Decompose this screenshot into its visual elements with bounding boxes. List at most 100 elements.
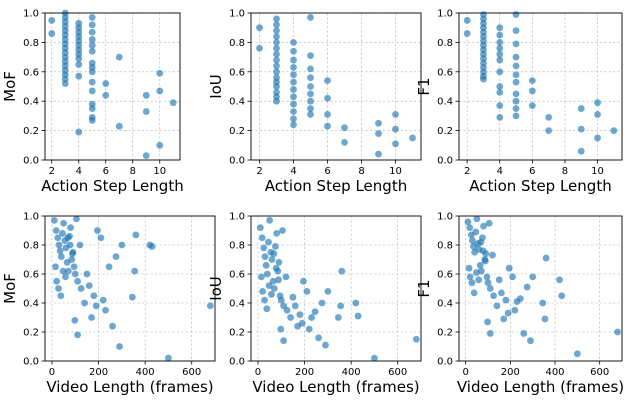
y-tick-label: 0.4 xyxy=(437,97,453,108)
plot-frame xyxy=(44,215,216,362)
y-tick-label: 0.8 xyxy=(229,241,245,252)
data-point xyxy=(282,273,290,281)
data-point xyxy=(409,134,416,142)
data-point xyxy=(128,293,136,301)
data-point xyxy=(472,228,480,236)
data-point xyxy=(545,127,553,134)
data-point xyxy=(83,270,91,278)
data-point xyxy=(74,277,81,285)
data-point xyxy=(594,134,601,142)
data-point xyxy=(577,147,585,155)
y-tick-label: 0.8 xyxy=(437,38,453,49)
chart-panel-iou-vs-video-length: 0 200 400 600 0.0 0.2 0.4 0.6 0.8 1.0 Video Length… xyxy=(207,212,422,396)
data-point xyxy=(614,328,621,336)
data-point xyxy=(480,75,487,83)
data-point xyxy=(48,30,56,37)
y-tick-label: 1.0 xyxy=(23,9,39,20)
data-point xyxy=(577,125,585,133)
data-point xyxy=(307,111,314,118)
data-point xyxy=(542,254,550,262)
data-point xyxy=(280,337,287,345)
data-point xyxy=(273,62,280,70)
data-point xyxy=(483,273,491,281)
data-point xyxy=(505,264,513,272)
y-tick-label: 0.2 xyxy=(23,126,39,137)
x-axis-label: Video Length (frames) xyxy=(46,378,213,396)
data-point xyxy=(512,53,520,61)
data-point xyxy=(272,243,279,250)
data-point xyxy=(463,16,471,24)
data-point xyxy=(88,28,96,36)
data-point xyxy=(354,312,362,320)
data-point xyxy=(324,94,331,102)
data-point xyxy=(484,318,491,326)
x-tick-label: 8 xyxy=(358,166,364,177)
data-point xyxy=(469,237,476,245)
data-point xyxy=(496,68,504,76)
data-point xyxy=(112,253,120,260)
data-point xyxy=(290,63,297,71)
data-point xyxy=(88,47,96,55)
data-point xyxy=(71,317,79,324)
data-point xyxy=(375,119,382,127)
data-point xyxy=(290,93,297,101)
data-point xyxy=(92,302,100,310)
data-point xyxy=(303,288,311,295)
data-point xyxy=(512,11,520,18)
data-point xyxy=(75,55,83,62)
data-point xyxy=(270,285,278,292)
data-point xyxy=(468,279,476,287)
data-point xyxy=(512,112,520,120)
data-point xyxy=(85,282,93,289)
data-point xyxy=(392,125,399,133)
data-point xyxy=(59,267,67,275)
x-tick-label: 10 xyxy=(591,166,604,177)
data-point xyxy=(105,263,113,271)
data-point xyxy=(498,289,505,297)
x-axis-label: Action Step Length xyxy=(469,177,611,195)
data-point xyxy=(475,276,483,284)
y-tick-label: 0.0 xyxy=(437,156,453,167)
data-point xyxy=(148,243,156,250)
data-point xyxy=(496,24,504,32)
data-point xyxy=(76,241,84,249)
data-point xyxy=(64,267,72,275)
data-point xyxy=(463,30,471,37)
data-point xyxy=(486,285,494,292)
data-point xyxy=(573,350,581,358)
data-point xyxy=(273,44,280,52)
data-point xyxy=(69,250,76,258)
y-tick-label: 1.0 xyxy=(437,9,453,20)
data-point xyxy=(517,295,524,303)
y-tick-label: 0.2 xyxy=(437,126,453,137)
data-point xyxy=(165,354,172,362)
x-tick-label: 2 xyxy=(49,166,55,177)
data-point xyxy=(337,302,345,310)
data-point xyxy=(324,288,332,295)
data-point xyxy=(610,127,618,134)
data-point xyxy=(322,341,329,349)
data-point xyxy=(290,39,297,46)
data-point xyxy=(512,62,520,70)
data-point xyxy=(59,230,66,237)
y-tick-label: 0.4 xyxy=(437,299,453,310)
data-point xyxy=(500,315,508,323)
data-point xyxy=(324,77,331,85)
chart-panel-mof-vs-step-length: 2 4 6 8 10 0.0 0.2 0.4 0.6 0.8 1.0 Action Step Leng… xyxy=(1,9,184,196)
y-tick-label: 0.4 xyxy=(23,299,39,310)
data-point xyxy=(512,71,520,79)
data-point xyxy=(307,105,314,112)
x-axis-label: Action Step Length xyxy=(41,177,183,195)
data-point xyxy=(109,322,116,330)
y-tick-label: 0.2 xyxy=(229,328,245,339)
data-point xyxy=(132,231,140,239)
data-point xyxy=(485,219,493,227)
data-point xyxy=(62,273,69,281)
data-point xyxy=(496,113,504,121)
data-point xyxy=(375,150,382,158)
data-point xyxy=(94,227,101,234)
data-point xyxy=(273,50,280,58)
data-point xyxy=(324,122,331,130)
y-tick-label: 0.0 xyxy=(23,156,39,167)
